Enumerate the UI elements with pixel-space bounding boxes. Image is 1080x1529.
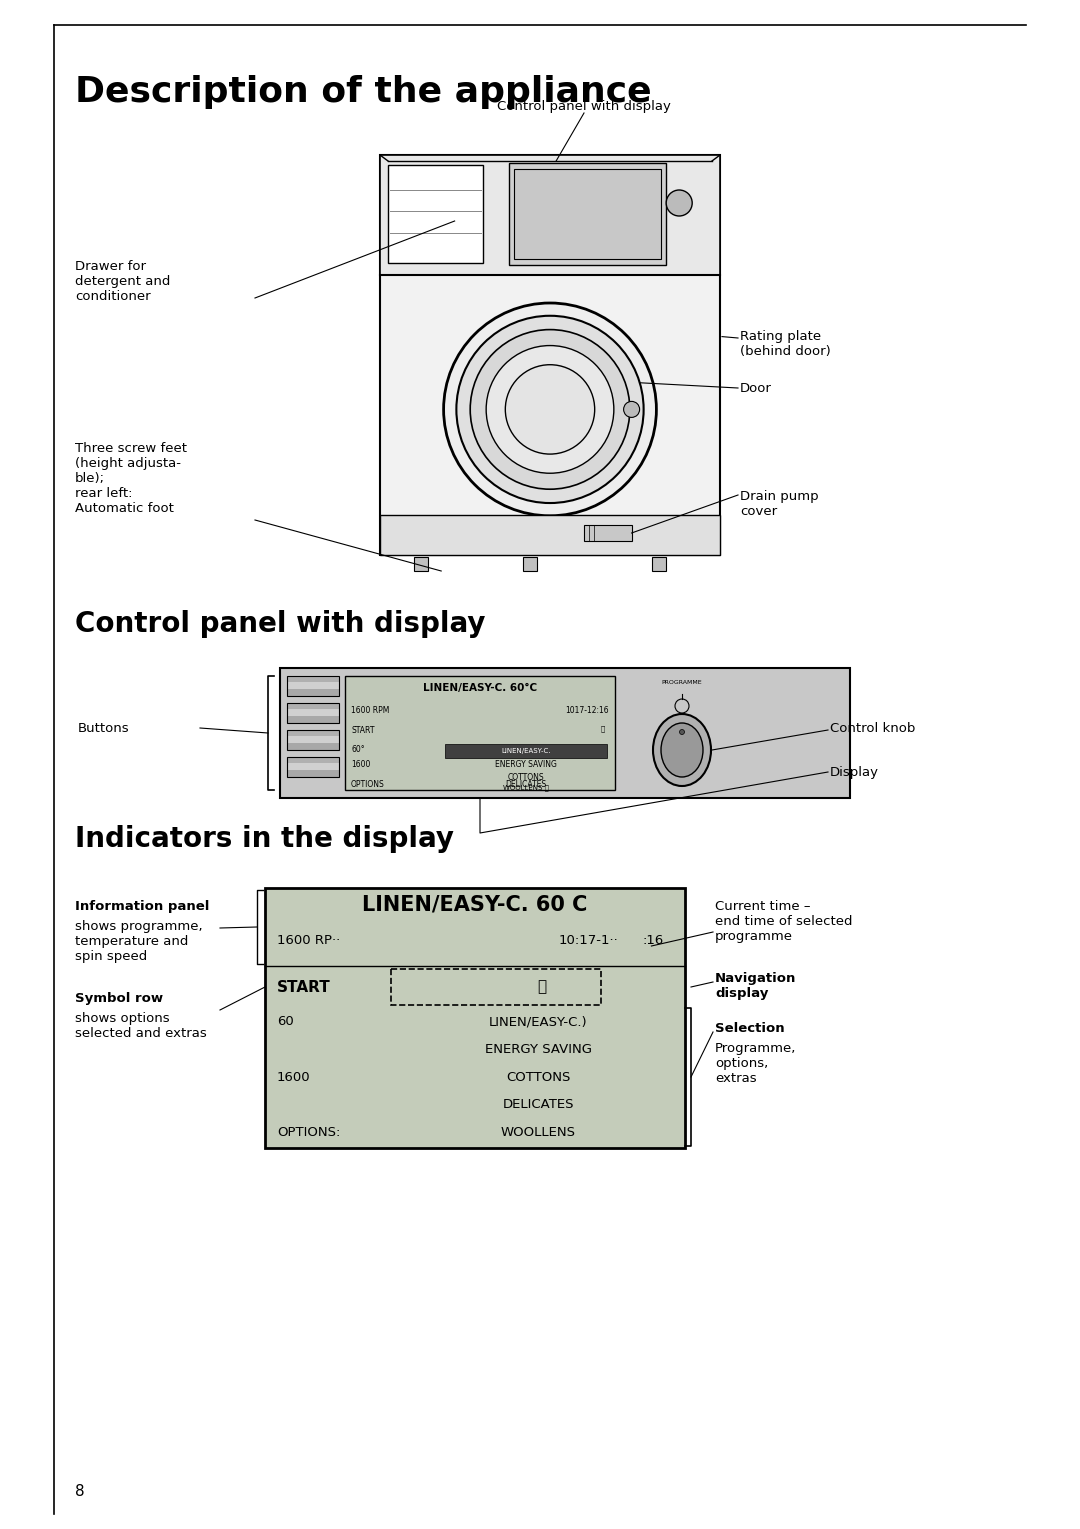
- Bar: [388, 165, 483, 263]
- Text: Drawer for
detergent and
conditioner: Drawer for detergent and conditioner: [75, 260, 171, 303]
- Ellipse shape: [653, 714, 711, 786]
- Text: LINEN/EASY-C. 60°C: LINEN/EASY-C. 60°C: [423, 683, 537, 693]
- Bar: [265, 888, 685, 1148]
- Text: START: START: [351, 726, 375, 735]
- Text: Navigation
display: Navigation display: [715, 972, 796, 1000]
- Bar: [391, 969, 600, 1005]
- Text: Door: Door: [740, 382, 772, 394]
- Circle shape: [666, 190, 692, 216]
- Ellipse shape: [661, 723, 703, 777]
- Text: 1600 RPM: 1600 RPM: [351, 706, 390, 716]
- Bar: [414, 557, 428, 570]
- Bar: [287, 682, 339, 690]
- Bar: [287, 729, 339, 737]
- Text: :16: :16: [643, 934, 664, 946]
- Circle shape: [505, 365, 595, 454]
- Bar: [584, 524, 632, 541]
- Text: Programme,
options,
extras: Programme, options, extras: [715, 1041, 796, 1086]
- Text: ENERGY SAVING: ENERGY SAVING: [485, 1043, 592, 1057]
- Bar: [345, 676, 615, 790]
- Text: Control knob: Control knob: [831, 722, 916, 734]
- Bar: [287, 729, 339, 751]
- Bar: [287, 703, 339, 709]
- Text: COTTONS: COTTONS: [505, 1070, 570, 1084]
- Circle shape: [457, 317, 644, 503]
- Bar: [287, 716, 339, 723]
- Text: 60: 60: [276, 1015, 294, 1029]
- Circle shape: [486, 346, 613, 474]
- Bar: [509, 164, 665, 265]
- Bar: [287, 735, 339, 743]
- Circle shape: [444, 303, 657, 515]
- Text: Selection: Selection: [715, 1021, 785, 1035]
- Text: ⦿: ⦿: [538, 980, 546, 994]
- Bar: [380, 154, 720, 555]
- Text: Rating plate
(behind door): Rating plate (behind door): [740, 330, 831, 358]
- Text: Information panel: Information panel: [75, 901, 210, 913]
- Bar: [280, 668, 850, 798]
- Text: Current time –
end time of selected
programme: Current time – end time of selected prog…: [715, 901, 852, 943]
- Bar: [287, 757, 339, 777]
- Text: LINEN/EASY-C.: LINEN/EASY-C.: [501, 748, 551, 754]
- Bar: [287, 690, 339, 696]
- Text: COTTONS: COTTONS: [508, 774, 544, 781]
- Circle shape: [679, 729, 685, 734]
- Text: LINEN/EASY-C. 60 C: LINEN/EASY-C. 60 C: [362, 894, 588, 914]
- Text: OPTIONS: OPTIONS: [351, 780, 384, 789]
- Bar: [380, 515, 720, 555]
- Text: 1600: 1600: [276, 1070, 311, 1084]
- Text: PROGRAMME: PROGRAMME: [662, 680, 702, 685]
- Circle shape: [470, 330, 630, 489]
- Text: Three screw feet
(height adjusta-
ble);
rear left:
Automatic foot: Three screw feet (height adjusta- ble); …: [75, 442, 187, 515]
- Text: 1017-12:16: 1017-12:16: [565, 706, 609, 716]
- Text: Indicators in the display: Indicators in the display: [75, 826, 454, 853]
- Bar: [523, 557, 537, 570]
- Bar: [445, 745, 607, 758]
- Bar: [287, 703, 339, 723]
- Bar: [380, 154, 720, 275]
- Text: START: START: [276, 980, 330, 994]
- Text: 1600 RP··: 1600 RP··: [276, 934, 340, 946]
- Text: shows programme,
temperature and
spin speed: shows programme, temperature and spin sp…: [75, 920, 203, 963]
- Text: LINEN/EASY-C.): LINEN/EASY-C.): [488, 1015, 588, 1029]
- Text: ENERGY SAVING: ENERGY SAVING: [495, 760, 557, 769]
- Text: DELICATES: DELICATES: [502, 1098, 573, 1112]
- Bar: [652, 557, 665, 570]
- Bar: [287, 676, 339, 683]
- Text: OPTIONS:: OPTIONS:: [276, 1125, 340, 1139]
- Bar: [287, 676, 339, 696]
- Text: Control panel with display: Control panel with display: [75, 610, 486, 638]
- Text: 1600: 1600: [351, 760, 370, 769]
- Text: shows options
selected and extras: shows options selected and extras: [75, 1012, 206, 1040]
- Text: WOOLLENS ⛰: WOOLLENS ⛰: [503, 784, 549, 790]
- Bar: [287, 763, 339, 771]
- Text: Buttons: Buttons: [78, 722, 130, 734]
- Text: Ⓔ: Ⓔ: [600, 725, 605, 731]
- Text: 60°: 60°: [351, 745, 365, 754]
- Circle shape: [623, 402, 639, 417]
- Bar: [287, 743, 339, 751]
- Bar: [514, 170, 661, 258]
- Text: DELICATES: DELICATES: [505, 780, 546, 789]
- Text: Symbol row: Symbol row: [75, 992, 163, 1005]
- Bar: [287, 709, 339, 716]
- Text: Description of the appliance: Description of the appliance: [75, 75, 651, 109]
- Bar: [287, 757, 339, 764]
- Text: Control panel with display: Control panel with display: [497, 99, 671, 113]
- Text: Drain pump
cover: Drain pump cover: [740, 489, 819, 518]
- Text: WOOLLENS: WOOLLENS: [500, 1125, 576, 1139]
- Text: Display: Display: [831, 766, 879, 778]
- Circle shape: [675, 699, 689, 713]
- Text: 10:17-1··: 10:17-1··: [559, 934, 619, 946]
- Bar: [287, 771, 339, 777]
- Text: 8: 8: [75, 1485, 84, 1498]
